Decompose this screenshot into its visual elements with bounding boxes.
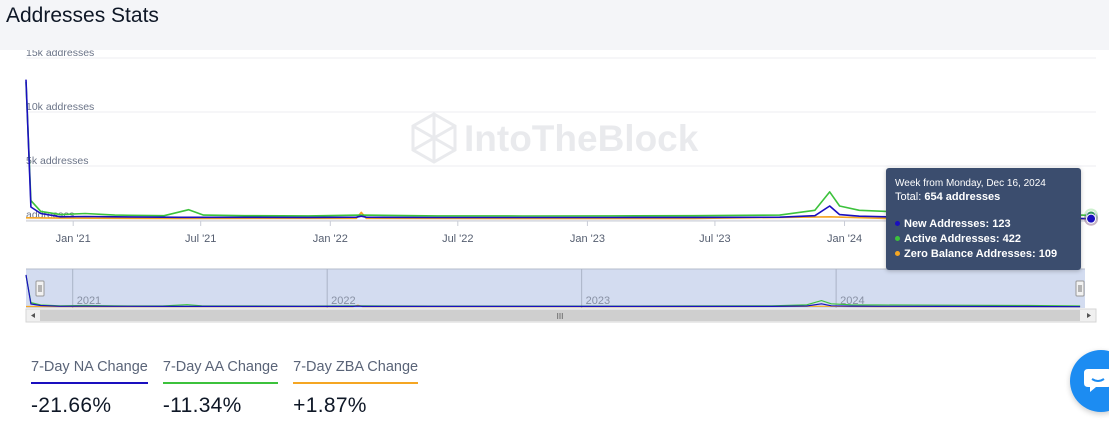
- tooltip-total-value: 654 addresses: [924, 191, 1001, 203]
- tooltip-header: Week from Monday, Dec 16, 2024: [895, 178, 1046, 189]
- navigator-left-handle-box: [35, 280, 45, 297]
- hover-marker: [1084, 208, 1099, 226]
- tooltip-row-active: Active Addresses: 422: [895, 232, 1072, 247]
- chart-grid: [26, 57, 1096, 221]
- tooltip-zero-label: Zero Balance Addresses:: [904, 248, 1039, 260]
- zero-dot-icon: [895, 251, 900, 256]
- navigator-year-label-0: 2021: [77, 295, 101, 307]
- tooltip-zero-value: 109: [1038, 248, 1058, 260]
- scroll-left-arrow-icon: [31, 313, 35, 318]
- x-tick-label-4: Jan '23: [570, 233, 605, 245]
- stat-na-change[interactable]: 7-Day NA Change -21.66%: [31, 358, 148, 418]
- navigator-series-new: [25, 274, 1081, 308]
- navigator-scrollbar[interactable]: III: [25, 308, 1097, 323]
- x-tick-label-1: Jul '21: [185, 233, 216, 245]
- new-dot-icon: [895, 221, 900, 226]
- x-tick-label-5: Jul '23: [699, 233, 730, 245]
- navigator-right-handle[interactable]: [1075, 280, 1085, 297]
- series-active-line: [25, 81, 1092, 217]
- scroll-right-arrow-icon: [1087, 313, 1091, 318]
- y-tick-label-3: 15k addresses: [26, 50, 94, 59]
- scrollbar-thumb: [40, 310, 1080, 321]
- stat-zba-label: 7-Day ZBA Change: [293, 359, 419, 384]
- tooltip-row-new: New Addresses: 123: [895, 217, 1072, 232]
- tooltip-total-prefix: Total:: [895, 191, 925, 203]
- y-tick-label-2: 10k addresses: [26, 101, 94, 113]
- tooltip-total: Total: 654 addresses: [895, 191, 1072, 203]
- x-tick-label-0: Jan '21: [56, 233, 91, 245]
- tooltip-active-label: Active Addresses:: [904, 233, 1003, 245]
- navigator[interactable]: 2021 2022 2023 2024: [25, 268, 1085, 308]
- x-tick-label-3: Jul '22: [442, 233, 473, 245]
- navigator-left-handle[interactable]: [35, 280, 45, 297]
- stat-zba-change[interactable]: 7-Day ZBA Change +1.87%: [293, 358, 419, 418]
- series-new-line: [25, 79, 1092, 220]
- chat-bubble-icon: [1084, 369, 1109, 392]
- watermark-text: IntoTheBlock: [464, 118, 699, 159]
- chart-tooltip: Week from Monday, Dec 16, 2024 Total: 65…: [886, 168, 1081, 270]
- stat-aa-label: 7-Day AA Change: [162, 359, 279, 384]
- x-tick-label-2: Jan '22: [313, 233, 348, 245]
- stat-zba-value: +1.87%: [293, 394, 367, 417]
- hover-point-new: [1086, 213, 1097, 224]
- tooltip-row-zero: Zero Balance Addresses: 109: [895, 247, 1072, 262]
- watermark: IntoTheBlock: [411, 112, 699, 164]
- stat-na-value: -21.66%: [31, 394, 112, 417]
- tooltip-active-value: 422: [1002, 233, 1021, 245]
- intotheblock-logo-icon: [411, 112, 457, 164]
- navigator-right-handle-box: [1075, 280, 1085, 297]
- tooltip-new-value: 123: [992, 218, 1011, 230]
- y-tick-label-1: 5k addresses: [26, 155, 88, 167]
- active-dot-icon: [895, 236, 900, 241]
- tooltip-new-label: New Addresses:: [904, 218, 993, 230]
- stat-aa-change[interactable]: 7-Day AA Change -11.34%: [162, 358, 279, 418]
- scrollbar-grip: III: [557, 312, 564, 321]
- stats-row: 7-Day NA Change -21.66% 7-Day AA Change …: [31, 358, 419, 418]
- stat-aa-value: -11.34%: [162, 394, 242, 417]
- navigator-window: [26, 269, 1085, 308]
- x-tick-label-6: Jan '24: [827, 233, 862, 245]
- navigator-year-label-1: 2022: [331, 295, 355, 307]
- page-title: Addresses Stats: [6, 4, 159, 27]
- navigator-year-label-2: 2023: [586, 295, 610, 307]
- stat-na-label: 7-Day NA Change: [31, 359, 148, 384]
